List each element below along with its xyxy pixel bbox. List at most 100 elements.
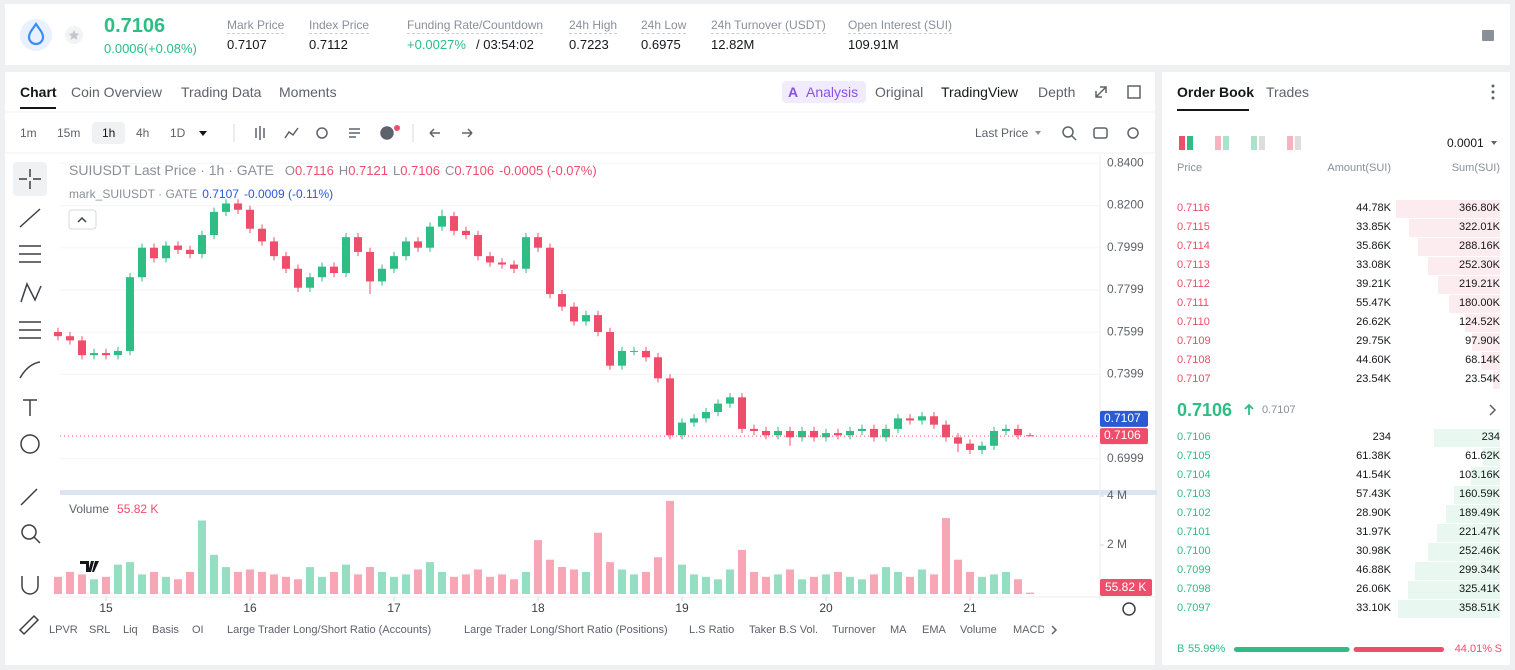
indicator[interactable]: SRL <box>89 624 111 636</box>
indicator[interactable]: LPVR <box>49 624 78 636</box>
candle-body <box>426 226 434 248</box>
indicator[interactable]: MACD <box>1013 624 1044 636</box>
tab[interactable]: Coin Overview <box>71 84 163 100</box>
legend-ohlc: H0.7121 <box>339 163 388 178</box>
volume-bar <box>762 576 770 594</box>
candle-body <box>378 268 386 282</box>
volume-bar <box>642 571 650 594</box>
volume-bar <box>654 557 662 594</box>
candle-body <box>594 315 602 332</box>
interval[interactable]: 1m <box>20 126 37 140</box>
ob-price: 0.7110 <box>1177 316 1210 328</box>
volume-bar <box>1002 571 1010 594</box>
ob-sum: 124.52K <box>1459 316 1500 328</box>
volume-bar <box>510 579 518 594</box>
candle-body <box>66 336 74 341</box>
tab[interactable]: Trading Data <box>181 84 262 100</box>
volume-bar <box>858 579 866 594</box>
stat-value: 0.6975 <box>641 37 681 52</box>
indicator[interactable]: Basis <box>152 624 179 636</box>
v-tick-label: 4 M <box>1107 488 1127 502</box>
candle-body <box>978 445 986 450</box>
ob-sum: 366.80K <box>1459 202 1500 214</box>
ob-tab[interactable]: Trades <box>1266 84 1310 100</box>
interval-pill[interactable] <box>92 122 125 144</box>
ob-amount: 41.54K <box>1356 469 1391 481</box>
tab[interactable]: Chart <box>20 84 57 100</box>
tool-selected[interactable] <box>13 162 47 196</box>
view-tab[interactable]: Depth <box>1038 84 1076 100</box>
volume-bar <box>438 571 446 594</box>
scroll-right[interactable] <box>1051 625 1058 635</box>
window-icon[interactable] <box>1127 85 1141 99</box>
stat-label: 24h Turnover (USDT) <box>711 18 826 34</box>
volume-bar <box>390 576 398 594</box>
ob-amount: 44.60K <box>1356 354 1391 366</box>
volume-bar <box>126 562 134 594</box>
candle-body <box>198 235 206 255</box>
volume-bar <box>462 574 470 594</box>
ob-mark: 0.7107 <box>1262 404 1296 416</box>
tab[interactable]: Moments <box>279 84 337 100</box>
volume-bar <box>426 562 434 594</box>
interval[interactable]: 1D <box>170 126 186 140</box>
volume-bar <box>162 576 170 594</box>
volume-bar <box>474 569 482 594</box>
candle-body <box>498 262 506 265</box>
volume-bar <box>258 571 266 594</box>
volume-bar <box>486 576 494 594</box>
candle-body <box>126 277 134 351</box>
indicator[interactable]: Turnover <box>832 624 876 636</box>
indicator[interactable]: OI <box>192 624 204 636</box>
depth-bar <box>1470 467 1500 485</box>
analysis-pill[interactable] <box>782 81 866 103</box>
price-type[interactable]: Last Price <box>975 126 1029 140</box>
volume-legend: Volume 55.82 K <box>69 502 158 516</box>
depth-bar <box>1464 314 1500 332</box>
legend-ohlc-value: 0.7121 <box>348 163 388 178</box>
interval[interactable]: 15m <box>57 126 81 140</box>
stat-label: Open Interest (SUI) <box>848 18 953 34</box>
candle-body <box>726 397 734 404</box>
volume-bar <box>78 574 86 594</box>
view-tab[interactable]: Original <box>875 84 924 100</box>
depth-bar <box>1428 257 1500 275</box>
candle-body <box>894 418 902 429</box>
candle-body <box>942 424 950 438</box>
ob-tab[interactable]: Order Book <box>1177 84 1255 100</box>
ob-arrow[interactable] <box>1489 404 1497 416</box>
view-tab[interactable]: Analysis <box>806 84 859 100</box>
ob-amount: 29.75K <box>1356 335 1391 347</box>
expand-icon[interactable] <box>1095 86 1107 98</box>
indicator[interactable]: Large Trader Long/Short Ratio (Positions… <box>464 624 668 636</box>
stat-value: 0.7223 <box>569 37 609 52</box>
x-tick-label: 20 <box>819 601 833 615</box>
interval[interactable]: 1h <box>102 126 116 140</box>
volume-bar <box>222 567 230 594</box>
indicator[interactable]: Volume <box>960 624 997 636</box>
candle-body <box>258 228 266 242</box>
ob-precision[interactable]: 0.0001 <box>1447 136 1484 150</box>
ob-price: 0.7116 <box>1177 202 1210 214</box>
ob-sum: 252.46K <box>1459 545 1500 557</box>
volume-bar <box>450 576 458 594</box>
ob-amount: 61.38K <box>1356 450 1391 462</box>
indicator[interactable]: Large Trader Long/Short Ratio (Accounts) <box>227 624 432 636</box>
settings-icon[interactable] <box>1122 602 1136 616</box>
menu-icon[interactable] <box>1482 30 1494 41</box>
candle-body <box>54 331 62 337</box>
view-tab[interactable]: TradingView <box>941 84 1019 100</box>
legend-title: SUIUSDT Last Price · 1h · GATE <box>69 162 274 178</box>
indicator[interactable]: Taker B.S Vol. <box>749 624 819 636</box>
candle-body <box>174 245 182 250</box>
indicator[interactable]: EMA <box>922 624 946 636</box>
depth-bar <box>1454 486 1500 504</box>
interval[interactable]: 4h <box>136 126 150 140</box>
volume-bar <box>870 574 878 594</box>
candle-body <box>330 266 338 273</box>
indicator[interactable]: MA <box>890 624 907 636</box>
ob-sum: 189.49K <box>1459 507 1500 519</box>
indicator[interactable]: Liq <box>123 624 138 636</box>
indicator[interactable]: L.S Ratio <box>689 624 735 636</box>
volume-bar <box>66 571 74 594</box>
